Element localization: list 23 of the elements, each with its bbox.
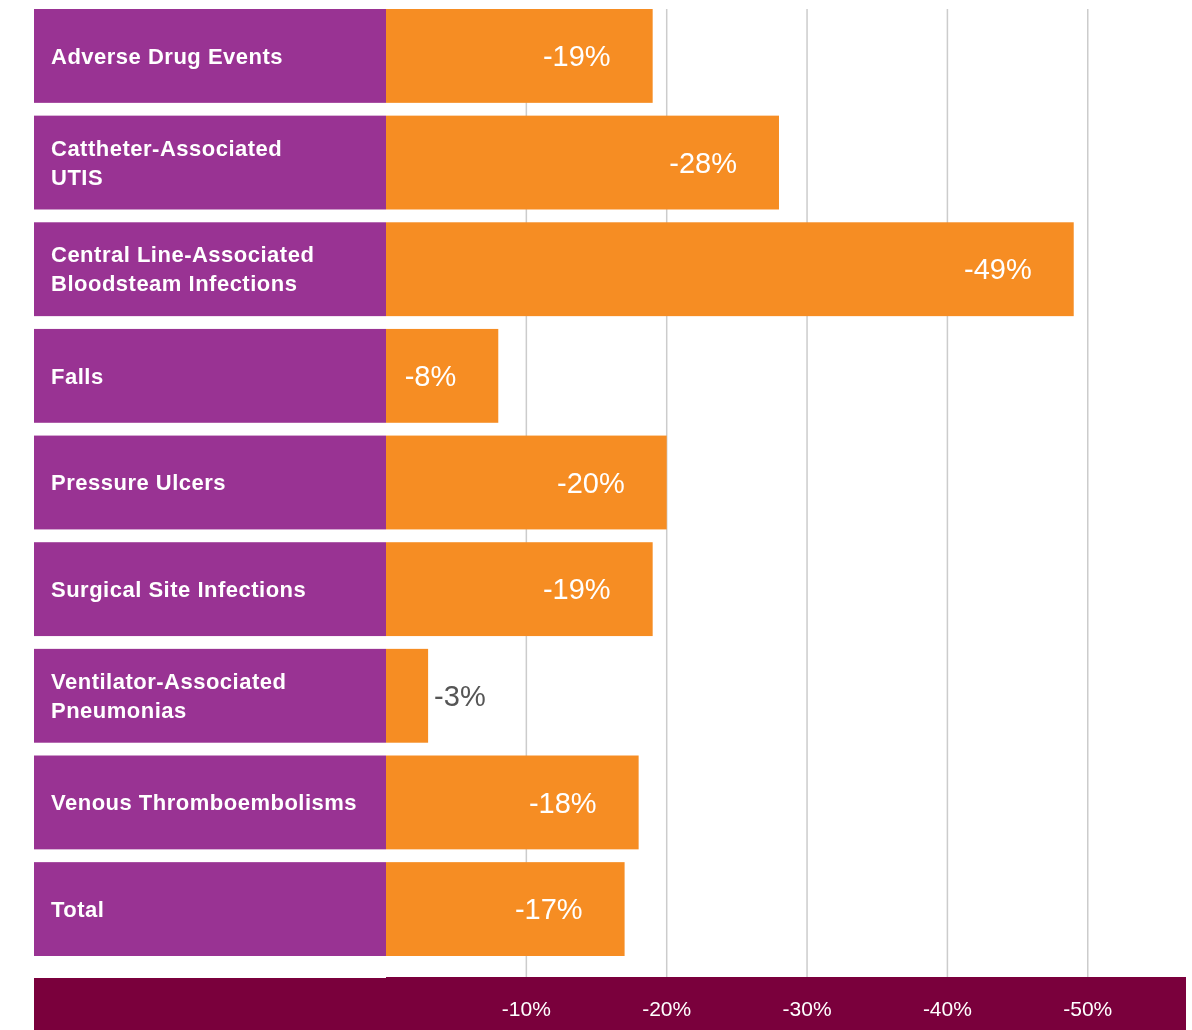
y-tick-label: Cattheter-Associated UTIS <box>51 135 283 190</box>
y-tick-label: Ventilator-Associated Pneumonias <box>51 668 287 723</box>
data-label: -17% <box>514 893 583 926</box>
data-label: -8% <box>404 360 457 393</box>
y-tick-label: Central Line-Associated Bloodsteam Infections <box>51 242 315 297</box>
data-label: -20% <box>557 466 625 499</box>
data-label: -49% <box>964 253 1032 286</box>
x-tick-label: -40% <box>922 997 972 1021</box>
y-tick-label: Falls <box>51 363 104 389</box>
y-tick-label: Total <box>51 896 105 922</box>
y-tick-label: Venous Thromboembolisms <box>51 790 358 816</box>
x-tick-label: -50% <box>1063 997 1113 1021</box>
y-tick-label: Surgical Site Infections <box>51 576 307 602</box>
x-tick-label: -10% <box>501 997 551 1021</box>
data-label: -19% <box>542 573 611 606</box>
data-label: -3% <box>434 679 486 712</box>
data-label: -28% <box>669 146 737 179</box>
x-tick-label: -30% <box>782 997 832 1021</box>
data-label: -19% <box>542 40 611 73</box>
data-label: -18% <box>528 786 597 819</box>
y-tick-label: Pressure Ulcers <box>51 470 227 496</box>
y-tick-label: Adverse Drug Events <box>51 43 284 69</box>
x-tick-label: -20% <box>642 997 692 1021</box>
